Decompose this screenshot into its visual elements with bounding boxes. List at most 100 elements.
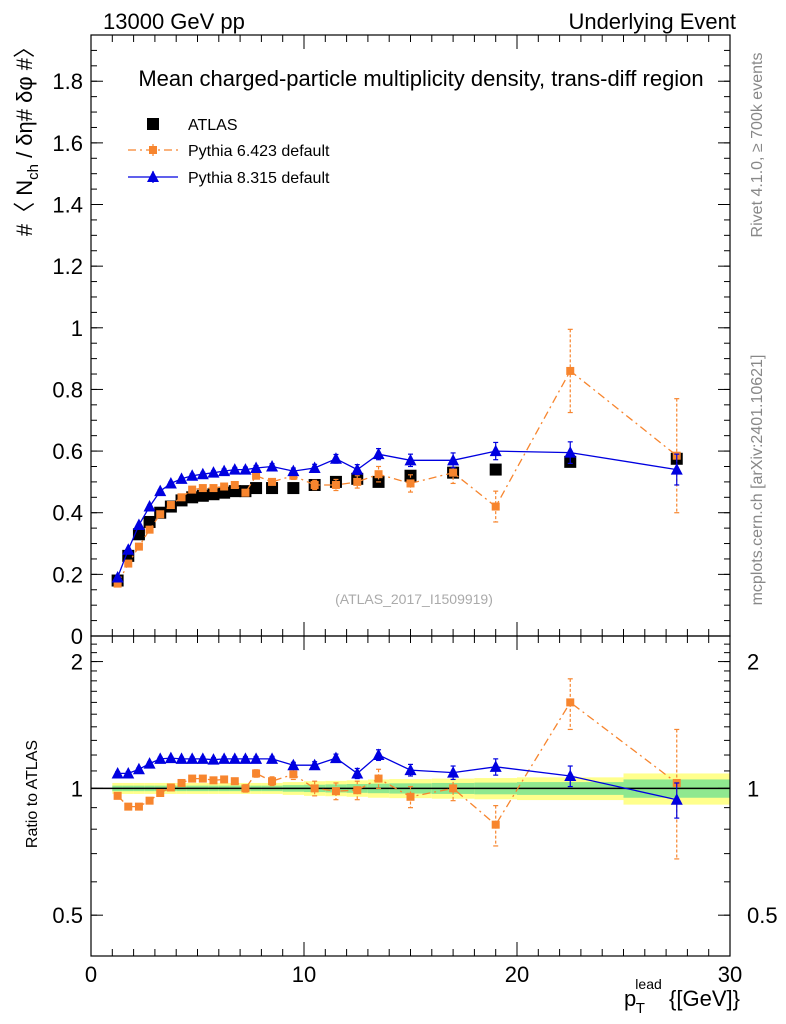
ratio-pythia-8-315-default-point bbox=[175, 752, 188, 764]
main-pythia-8-315-default-point bbox=[164, 476, 177, 489]
main-pythia-8-315-default-point bbox=[132, 518, 145, 531]
ratio-pythia-6-423-default-point bbox=[491, 820, 500, 829]
main-pythia-6-423-default-point bbox=[230, 480, 239, 489]
ratio-y-tick-label-right: 2 bbox=[747, 650, 759, 675]
ratio-pythia-8-315-default-point bbox=[329, 751, 342, 764]
ratio-pythia-6-423-default-point bbox=[145, 796, 154, 805]
main-frame bbox=[90, 34, 731, 637]
main-pythia-8-315-default-point bbox=[218, 464, 231, 477]
ratio-pythia-8-315-default-point bbox=[404, 763, 417, 776]
main-pythia-8-315-default-point bbox=[351, 463, 364, 475]
main-pythia-6-423-default-point bbox=[268, 477, 277, 486]
main-pythia-6-423-default-point bbox=[156, 510, 165, 519]
main-pythia-8-315-default-point bbox=[175, 472, 188, 484]
main-pythia-8-315-default-point bbox=[266, 459, 279, 472]
ratio-pythia-8-315-default-point bbox=[239, 752, 252, 764]
ratio-pythia-8-315-default-point bbox=[266, 752, 279, 764]
main-data bbox=[111, 328, 683, 588]
legend-pythia-8-315-default-marker bbox=[147, 170, 159, 182]
main-y-tick-label: 0.4 bbox=[52, 501, 83, 526]
rivet-version-label: Rivet 4.1.0, ≥ 700k events bbox=[749, 53, 766, 238]
main-pythia-6-423-default-point bbox=[331, 480, 340, 489]
main-pythia-8-315-default-point bbox=[372, 447, 385, 460]
ratio-y-tick-label: 0.5 bbox=[52, 903, 83, 928]
main-pythia-6-423-default-point bbox=[449, 468, 458, 477]
ratio-data bbox=[111, 678, 683, 860]
main-pythia-6-423-default-point bbox=[566, 366, 575, 375]
main-pythia-6-423-default-point bbox=[177, 493, 186, 502]
x-tick-label: 20 bbox=[505, 962, 529, 987]
ratio-pythia-6-423-default-point bbox=[331, 787, 340, 796]
main-pythia-6-423-default-point bbox=[209, 484, 218, 493]
ratio-pythia-6-423-default-point bbox=[241, 784, 250, 793]
main-pythia-6-423-default-point bbox=[188, 485, 197, 494]
main-pythia-8-315-default-point bbox=[196, 467, 209, 480]
analysis-watermark: (ATLAS_2017_I1509919) bbox=[335, 591, 493, 607]
main-pythia-8-315-default-point bbox=[207, 466, 220, 478]
main-pythia-6-423-default-point bbox=[310, 480, 319, 489]
main-pythia-6-423-default-point bbox=[198, 484, 207, 493]
ratio-pythia-8-315-default-point bbox=[351, 766, 364, 779]
ratio-pythia-6-423-default-point bbox=[156, 789, 165, 798]
main-y-tick-label: 1.8 bbox=[52, 69, 83, 94]
legend-atlas-marker bbox=[147, 118, 159, 130]
main-pythia-8-315-default-point bbox=[239, 463, 252, 475]
ratio-pythia-8-315-default-point bbox=[196, 752, 209, 764]
ratio-pythia-6-423-default-point bbox=[166, 783, 175, 792]
mcplots-label: mcplots.cern.ch [arXiv:2401.10621] bbox=[749, 355, 766, 606]
ratio-pythia-8-315-default-point bbox=[250, 752, 263, 764]
ratio-pythia-6-423-default-point bbox=[310, 784, 319, 793]
ratio-y-tick-label-right: 0.5 bbox=[747, 903, 778, 928]
main-y-tick-label: 1 bbox=[71, 316, 83, 341]
main-pythia-8-315-default-point bbox=[122, 543, 135, 555]
main-pythia-8-315-default-point bbox=[186, 469, 199, 481]
main-pythia-6-423-default-point bbox=[406, 479, 415, 488]
ratio-pythia-6-423-default-point bbox=[209, 776, 218, 785]
main-pythia-8-315-default-point bbox=[564, 446, 577, 458]
ratio-y-axis-label: Ratio to ATLAS bbox=[24, 740, 41, 848]
main-atlas-point bbox=[143, 515, 156, 528]
x-tick-label: 30 bbox=[718, 962, 742, 987]
ratio-pythia-6-423-default-point bbox=[289, 770, 298, 779]
ratio-pythia-8-315-default-point bbox=[564, 769, 577, 781]
main-atlas-point bbox=[186, 491, 199, 504]
ratio-pythia-6-423-default-point bbox=[353, 786, 362, 795]
ratio-y-tick-label: 1 bbox=[71, 776, 83, 801]
ratio-pythia-6-423-default-point bbox=[188, 774, 197, 783]
ratio-frame bbox=[90, 635, 731, 957]
main-pythia-6-423-default-point bbox=[124, 559, 133, 568]
main-pythia-8-315-default-point bbox=[250, 461, 263, 474]
x-tick-label: 10 bbox=[292, 962, 316, 987]
main-pythia-6-423-default-point bbox=[220, 482, 229, 491]
header-right-label: Underlying Event bbox=[568, 9, 736, 34]
main-pythia-8-315-default-point bbox=[154, 484, 167, 497]
legend: ATLAS Pythia 6.423 default Pythia 8.315 de… bbox=[128, 117, 330, 187]
main-pythia-8-315-default-point bbox=[404, 453, 417, 466]
ratio-pythia-6-423-default-point bbox=[449, 784, 458, 793]
ratio-pythia-6-423-default-point bbox=[406, 792, 415, 801]
chart-title: Mean charged-particle multiplicity densi… bbox=[138, 66, 703, 91]
main-pythia-8-315-default-line bbox=[116, 450, 677, 578]
main-pythia-6-423-default-point bbox=[166, 501, 175, 510]
ratio-pythia-6-423-default-point bbox=[252, 769, 261, 778]
main-atlas-point bbox=[122, 549, 135, 562]
main-pythia-8-315-default-point bbox=[489, 444, 502, 457]
main-pythia-8-315-default-point bbox=[111, 570, 124, 583]
main-y-tick-label: 1.2 bbox=[52, 254, 83, 279]
ratio-pythia-8-315-default-point bbox=[164, 751, 177, 764]
ratio-pythia-6-423-default-point bbox=[374, 774, 383, 783]
main-y-tick-label: 0 bbox=[71, 624, 83, 649]
main-panel: 0 0.2 0.4 0.6 0.8 1 1.2 1.4 1.6 1.8 Mean charged-… bbox=[12, 34, 731, 649]
main-pythia-8-315-default-point bbox=[308, 461, 321, 474]
ratio-pythia-6-423-default-point bbox=[177, 778, 186, 787]
main-atlas-point bbox=[250, 482, 263, 495]
main-y-tick-label: 1.6 bbox=[52, 131, 83, 156]
main-pythia-8-315-default-point bbox=[143, 500, 156, 512]
ratio-pythia-6-423-default-point bbox=[230, 777, 239, 786]
main-pythia-8-315-default-point bbox=[329, 452, 342, 464]
main-pythia-8-315-default-point bbox=[447, 453, 460, 466]
ratio-axes: 0.5 0.51 12 20 10 20 30 bbox=[52, 635, 778, 987]
header-left-label: 13000 GeV pp bbox=[103, 9, 245, 34]
x-axis-label: plead T {[GeV]} bbox=[624, 976, 740, 1017]
